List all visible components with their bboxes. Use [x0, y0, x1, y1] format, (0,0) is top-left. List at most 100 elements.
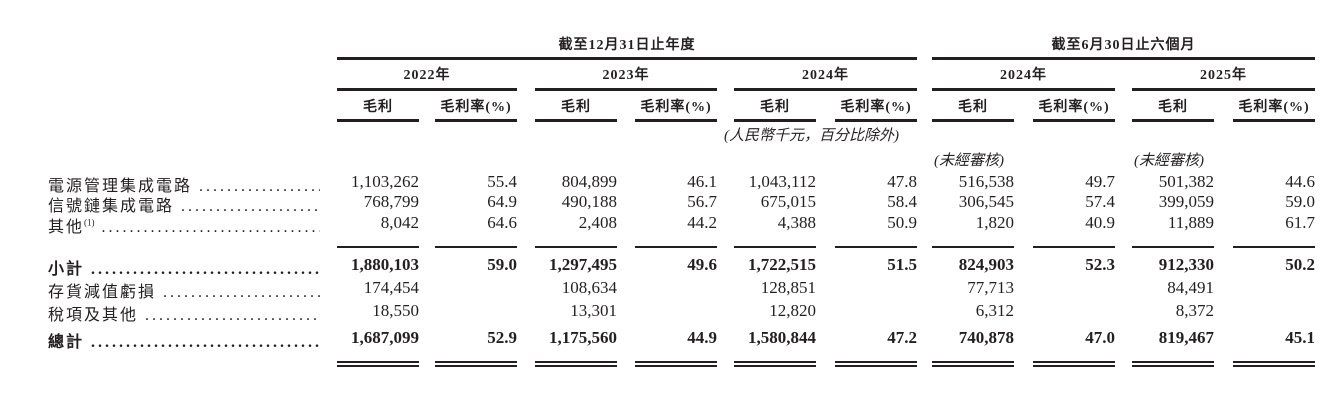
- gross-margin-cell: 49.7: [1085, 172, 1115, 191]
- subtotal-rule: [1233, 246, 1315, 248]
- total-double-rule: [734, 365, 816, 367]
- subtotal-rule: [535, 246, 617, 248]
- unit-note: (人民幣千元，百分比除外): [724, 128, 899, 144]
- gross-margin-cell: 44.9: [687, 328, 717, 347]
- total-double-rule: [1233, 365, 1315, 367]
- row-label-text: 信號鏈集成電路: [48, 198, 175, 215]
- total-double-rule: [1033, 361, 1115, 363]
- row-label-text: 電源管理集成電路: [48, 178, 193, 195]
- col-header-gross-profit: 毛利: [760, 100, 790, 115]
- row-label-text: 小計: [48, 261, 85, 278]
- year-header: 2023年: [602, 68, 650, 83]
- col-header-gross-profit: 毛利: [561, 100, 591, 115]
- gross-margin-cell: 47.8: [887, 172, 917, 191]
- subtotal-rule: [435, 246, 517, 248]
- gross-margin-cell: 51.5: [887, 255, 917, 274]
- subtotal-rule: [635, 246, 717, 248]
- gross-margin-cell: 64.9: [487, 192, 517, 211]
- gross-profit-cell: 490,188: [561, 192, 617, 211]
- subtotal-rule: [835, 246, 917, 248]
- total-double-rule: [1033, 365, 1115, 367]
- gross-profit-cell: 824,903: [958, 255, 1014, 274]
- group-title-full-year: 截至12月31日止年度: [558, 38, 696, 53]
- gross-margin-cell: 61.7: [1285, 213, 1315, 232]
- row-label: 小計 .....................................…: [48, 255, 320, 279]
- col-header-gross-profit: 毛利: [958, 100, 988, 115]
- gross-profit-cell: 306,545: [958, 192, 1014, 211]
- subtotal-rule: [1132, 246, 1214, 248]
- row-label: 電源管理集成電路 ...............................…: [48, 172, 320, 196]
- row-label: 總計 .....................................…: [48, 328, 320, 352]
- row-label: 信號鏈集成電路 ................................…: [48, 192, 320, 216]
- rule: [337, 57, 917, 60]
- gross-margin-cell: 45.1: [1285, 328, 1315, 347]
- row-label: 其他(1) ..................................…: [48, 213, 320, 237]
- gross-profit-cell: 819,467: [1158, 328, 1214, 347]
- total-double-rule: [635, 365, 717, 367]
- unaudited-note-2025: (未經審核): [1134, 153, 1204, 169]
- gross-margin-cell: 64.6: [487, 213, 517, 232]
- subtotal-rule: [734, 246, 816, 248]
- gross-profit-cell: 77,713: [967, 278, 1014, 297]
- gross-profit-cell: 1,043,112: [748, 172, 816, 191]
- gross-margin-cell: 47.0: [1085, 328, 1115, 347]
- rule: [1132, 119, 1214, 122]
- col-header-gross-profit: 毛利: [1158, 100, 1188, 115]
- gross-margin-cell: 47.2: [887, 328, 917, 347]
- footnote-marker: (1): [84, 217, 95, 228]
- gross-profit-cell: 804,899: [561, 172, 617, 191]
- row-label-text: 其他: [48, 219, 85, 236]
- gross-profit-cell: 1,297,495: [549, 255, 617, 274]
- year-header: 2024年: [1000, 68, 1047, 83]
- gross-margin-cell: 59.0: [487, 255, 517, 274]
- col-header-gross-profit: 毛利: [363, 100, 393, 115]
- total-double-rule: [535, 365, 617, 367]
- gross-profit-cell: 84,491: [1167, 278, 1214, 297]
- gross-profit-cell: 516,538: [958, 172, 1014, 191]
- total-double-rule: [734, 361, 816, 363]
- row-label: 存貨減值虧損 .................................…: [48, 278, 320, 302]
- gross-profit-cell: 1,880,103: [351, 255, 419, 274]
- gross-profit-cell: 12,820: [769, 301, 816, 320]
- col-header-gross-margin: 毛利率(%): [840, 100, 912, 115]
- total-double-rule: [535, 361, 617, 363]
- rule: [635, 119, 717, 122]
- group-title-six-months: 截至6月30日止六個月: [1051, 38, 1196, 53]
- unaudited-note-2024: (未經審核): [934, 153, 1004, 169]
- leader-dots: ........................................…: [145, 307, 320, 324]
- gross-profit-cell: 1,722,515: [748, 255, 816, 274]
- gross-profit-cell: 6,312: [975, 301, 1014, 320]
- gross-profit-cell: 2,408: [578, 213, 617, 232]
- gross-profit-cell: 1,103,262: [351, 172, 419, 191]
- year-header: 2024年: [802, 68, 849, 83]
- gross-profit-cell: 1,580,844: [748, 328, 816, 347]
- rule: [435, 119, 517, 122]
- gross-profit-cell: 13,301: [570, 301, 617, 320]
- col-header-gross-margin: 毛利率(%): [440, 100, 512, 115]
- total-double-rule: [635, 361, 717, 363]
- rule: [932, 57, 1315, 60]
- rule: [535, 88, 717, 91]
- gross-margin-cell: 52.3: [1085, 255, 1115, 274]
- total-double-rule: [435, 365, 517, 367]
- gross-margin-cell: 50.2: [1285, 255, 1315, 274]
- leader-dots: ........................................…: [163, 284, 320, 301]
- col-header-gross-margin: 毛利率(%): [640, 100, 712, 115]
- gross-profit-cell: 18,550: [372, 301, 419, 320]
- gross-profit-cell: 675,015: [760, 192, 816, 211]
- leader-dots: ........................................…: [101, 219, 320, 236]
- total-double-rule: [1132, 361, 1214, 363]
- col-header-gross-margin: 毛利率(%): [1038, 100, 1110, 115]
- total-double-rule: [337, 361, 419, 363]
- year-header: 2022年: [403, 68, 451, 83]
- leader-dots: ........................................…: [199, 178, 320, 195]
- row-label-text: 稅項及其他: [48, 307, 139, 324]
- rule: [1033, 119, 1115, 122]
- total-double-rule: [932, 361, 1014, 363]
- gross-margin-cell: 52.9: [487, 328, 517, 347]
- gross-profit-cell: 108,634: [561, 278, 617, 297]
- subtotal-rule: [932, 246, 1014, 248]
- gross-profit-cell: 1,820: [975, 213, 1014, 232]
- gross-margin-cell: 50.9: [887, 213, 917, 232]
- leader-dots: ........................................…: [181, 198, 320, 215]
